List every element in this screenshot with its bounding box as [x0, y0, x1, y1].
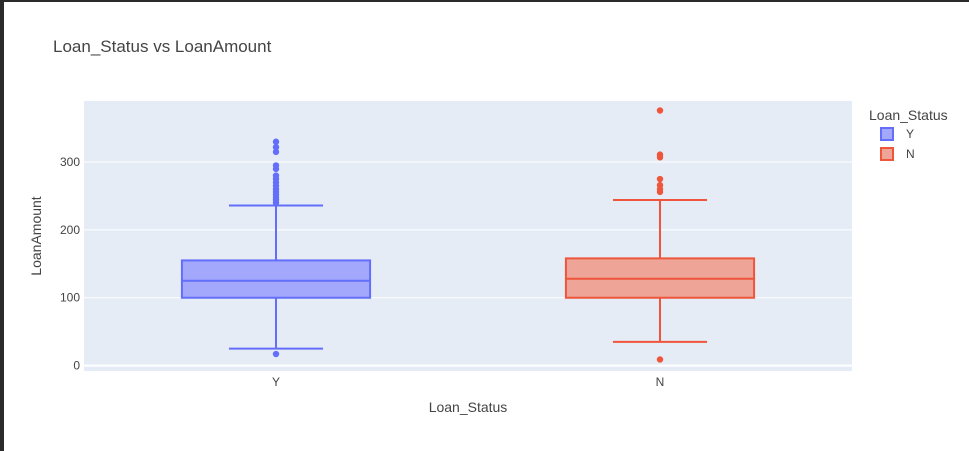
- y-axis-ticks: 0 100 200 300: [60, 155, 80, 373]
- chart-title: Loan_Status vs LoanAmount: [53, 37, 272, 56]
- legend-item-Y[interactable]: Y: [880, 127, 914, 141]
- box-trace-Y[interactable]: [180, 138, 372, 358]
- y-tick-label: 0: [73, 359, 80, 373]
- legend[interactable]: Loan_Status YN: [869, 107, 948, 161]
- legend-title: Loan_Status: [869, 107, 948, 123]
- box-trace-N[interactable]: [564, 107, 756, 363]
- y-tick-label: 200: [60, 223, 80, 237]
- outlier-point[interactable]: [656, 356, 664, 363]
- outlier-point[interactable]: [656, 181, 664, 189]
- outlier-point[interactable]: [656, 151, 664, 158]
- outlier-point[interactable]: [272, 350, 280, 358]
- legend-swatch: [880, 147, 894, 161]
- outlier-point[interactable]: [272, 143, 280, 151]
- outlier-point[interactable]: [656, 175, 664, 183]
- outlier-point[interactable]: [272, 148, 280, 156]
- outlier-point[interactable]: [272, 172, 280, 179]
- x-tick-label: N: [656, 375, 665, 389]
- legend-label: Y: [906, 127, 914, 141]
- iqr-box[interactable]: [180, 259, 372, 299]
- legend-item-N[interactable]: N: [880, 147, 915, 161]
- outlier-point[interactable]: [272, 162, 280, 169]
- plot-area[interactable]: [84, 101, 852, 371]
- x-axis-title: Loan_Status: [429, 399, 508, 415]
- y-tick-label: 300: [60, 155, 80, 169]
- y-tick-label: 100: [60, 291, 80, 305]
- outlier-point[interactable]: [272, 138, 280, 145]
- legend-swatch: [880, 127, 894, 141]
- x-tick-label: Y: [272, 375, 280, 389]
- y-axis-title: LoanAmount: [28, 196, 44, 276]
- box-traces[interactable]: [180, 107, 756, 363]
- outlier-point[interactable]: [656, 107, 664, 114]
- legend-label: N: [906, 147, 915, 161]
